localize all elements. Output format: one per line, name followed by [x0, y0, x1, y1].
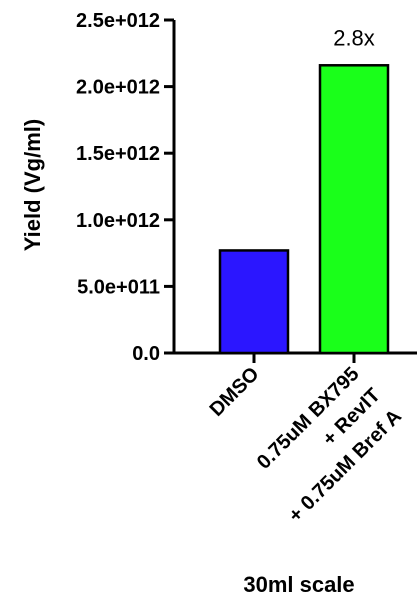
y-tick-label: 2.5e+012 — [76, 10, 160, 32]
y-tick-label: 5.0e+011 — [77, 276, 160, 298]
x-axis — [164, 351, 417, 363]
y-tick-label: 1.5e+012 — [76, 143, 160, 165]
bar-1 — [318, 64, 390, 355]
category-label-1: 0.75uM BX795+ RevIT+ 0.75uM Bref A — [253, 363, 406, 527]
bar-0 — [218, 249, 290, 355]
y-axis-label: Yield (Vg/ml) — [20, 119, 45, 251]
y-tick-label: 2.0e+012 — [76, 77, 160, 99]
annotations: 2.8x — [333, 25, 375, 50]
category-label-0: DMSO — [206, 363, 264, 421]
category-label-line: DMSO — [206, 363, 264, 421]
fold-change-annotation: 2.8x — [333, 25, 375, 50]
y-tick-label: 0.0 — [132, 343, 160, 365]
y-axis: 0.0 5.0e+011 1.0e+012 1.5e+012 2.0e+012 2.5e+… — [76, 10, 176, 365]
y-tick-label: 1.0e+012 — [76, 210, 160, 232]
bars — [218, 64, 390, 355]
x-axis-title: 30ml scale — [243, 572, 354, 597]
